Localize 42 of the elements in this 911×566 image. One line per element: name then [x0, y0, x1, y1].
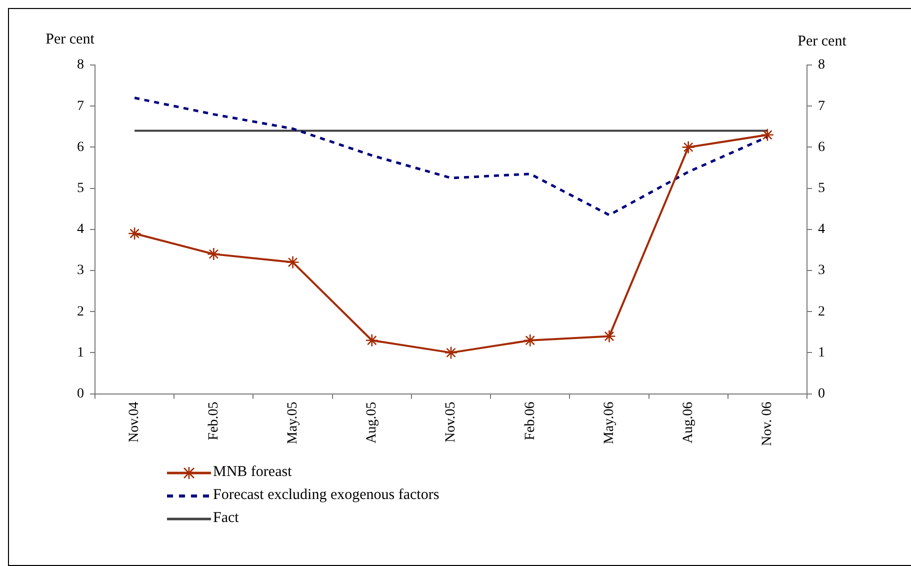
- legend-label: Forecast excluding exogenous factors: [213, 487, 440, 503]
- y2-tick-label: 6: [818, 140, 825, 155]
- line-series: [133, 96, 769, 216]
- y2-tick-label: 5: [818, 180, 825, 196]
- y-tick-label: 6: [77, 140, 84, 155]
- point: [760, 128, 774, 142]
- y2-tick-label: 7: [818, 98, 825, 114]
- y2-tick-label: 3: [818, 263, 825, 278]
- y2-tick-label: 8: [818, 58, 825, 73]
- point: [365, 334, 379, 348]
- y2-tick-label: 4: [818, 222, 825, 238]
- y2-tick-label: 1: [818, 345, 825, 360]
- point: [682, 140, 695, 154]
- point: [207, 247, 220, 261]
- y-tick-label: 5: [77, 180, 84, 196]
- point: [128, 226, 142, 240]
- x-tick-label: May.06: [602, 402, 617, 444]
- legend-label: Fact: [213, 510, 239, 526]
- y-tick-label: 3: [77, 263, 84, 278]
- y2-axis-title: Per cent: [798, 33, 848, 50]
- y2-tick-label: 2: [818, 304, 825, 320]
- y-tick-label: 4: [77, 222, 84, 238]
- x-tick-label: Nov.04: [127, 402, 142, 442]
- y-tick-label: 0: [77, 386, 84, 402]
- point: [602, 330, 616, 343]
- y-axis-title: Per cent: [46, 31, 96, 48]
- x-tick-label: Aug.06: [681, 402, 696, 444]
- x-tick-label: Nov.05: [444, 402, 459, 442]
- y2-tick-label: 0: [818, 386, 825, 402]
- legend-label: MNB foreast: [213, 464, 292, 480]
- y-tick-label: 1: [77, 345, 84, 360]
- y-tick-label: 7: [77, 98, 84, 114]
- x-tick-label: Feb.05: [206, 402, 222, 440]
- x-tick-label: Feb.06: [522, 402, 538, 440]
- x-tick-label: May.05: [285, 402, 300, 444]
- x-tick-label: Aug.05: [364, 402, 380, 444]
- point: [523, 334, 537, 348]
- y-tick-label: 2: [77, 304, 84, 320]
- y-tick-label: 8: [77, 58, 84, 73]
- point: [444, 346, 458, 360]
- point: [286, 256, 300, 269]
- x-tick-label: Nov. 06: [760, 402, 776, 446]
